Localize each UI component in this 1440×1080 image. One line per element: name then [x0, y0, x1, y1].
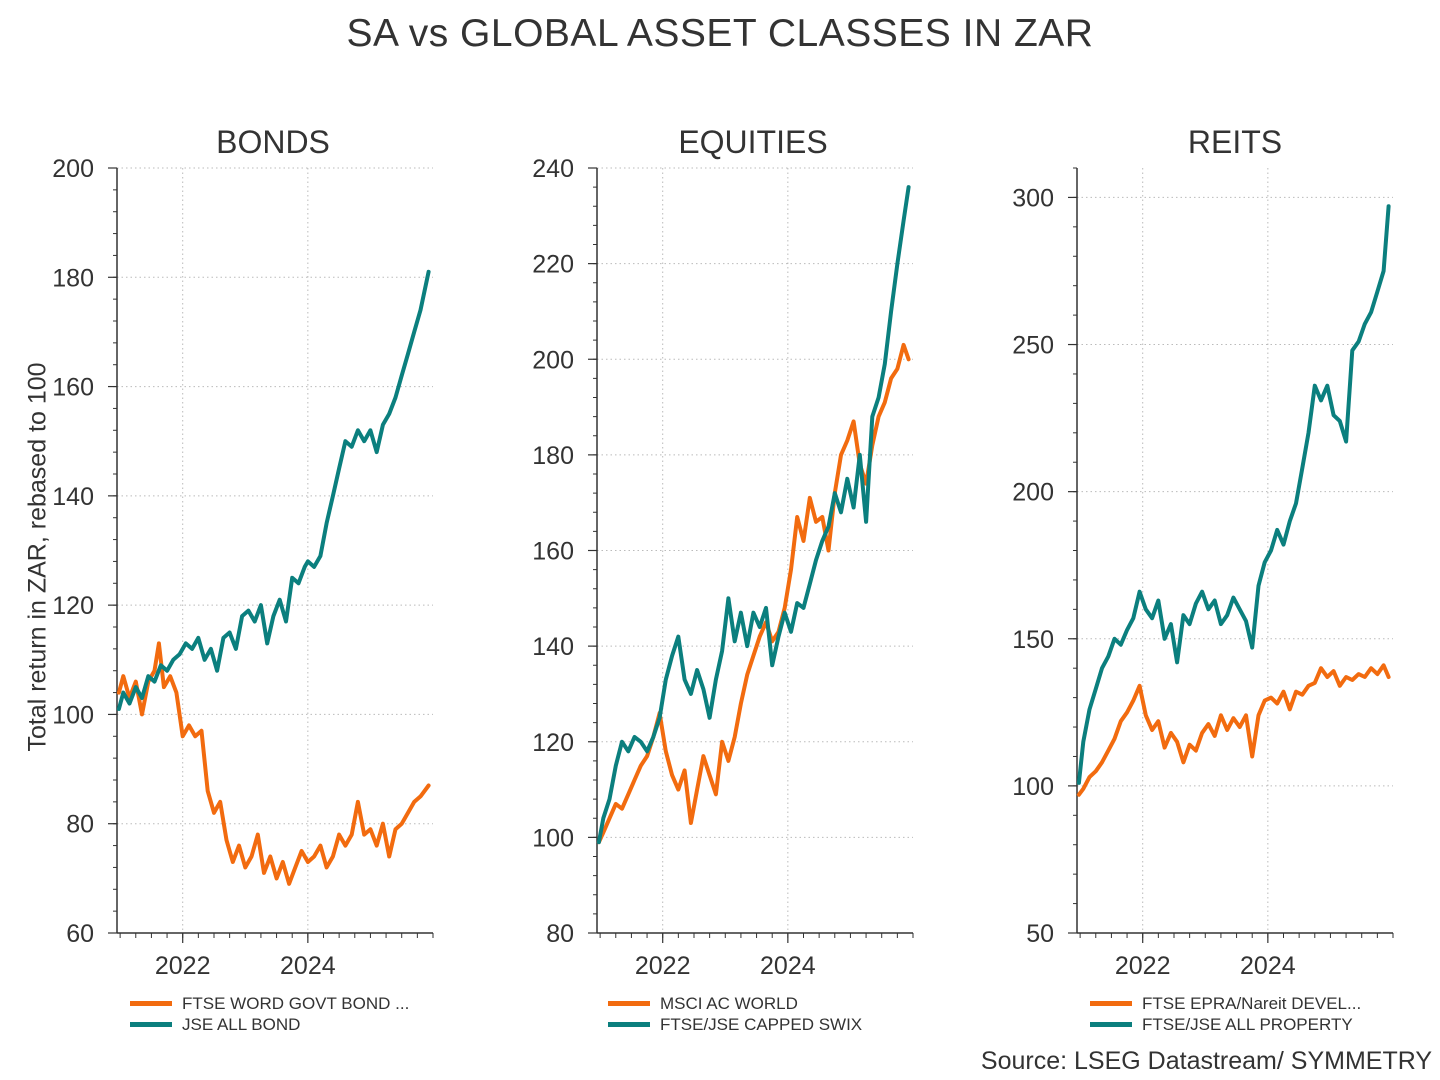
y-tick-label: 100 — [52, 701, 94, 729]
legend-swatch-teal — [130, 1022, 172, 1027]
series-line-teal — [1076, 204, 1391, 785]
legend-swatch-teal — [608, 1022, 650, 1027]
y-tick-label: 200 — [1012, 479, 1054, 507]
chart-title: SA vs GLOBAL ASSET CLASSES IN ZAR — [346, 12, 1094, 55]
legend-label: MSCI AC WORLD — [660, 994, 798, 1013]
y-tick-label: 160 — [532, 538, 574, 566]
legend-swatch-orange — [1090, 1001, 1132, 1006]
legend-label: FTSE EPRA/Nareit DEVEL... — [1142, 994, 1362, 1013]
y-tick-label: 120 — [52, 592, 94, 620]
x-tick-label: 2024 — [280, 952, 336, 980]
y-tick-label: 120 — [532, 729, 574, 757]
y-tick-label: 180 — [532, 442, 574, 470]
y-tick-label: 80 — [546, 920, 574, 948]
chart-panel-reits: REITS 50 100 150 200 250 300 2022 2024 — [1012, 124, 1394, 980]
y-tick-label: 140 — [532, 633, 574, 661]
series-line-orange — [1076, 663, 1391, 797]
legend-label: FTSE/JSE CAPPED SWIX — [660, 1015, 863, 1034]
y-tick-label: 220 — [532, 251, 574, 279]
series-line-teal — [596, 185, 911, 845]
legend-swatch-orange — [130, 1001, 172, 1006]
chart-panel-bonds: BONDS 60 80 100 120 140 160 180 200 2022 2024 — [52, 124, 434, 980]
source-note: Source: LSEG Datastream/ SYMMETRY — [980, 1047, 1432, 1075]
y-tick-label: 60 — [66, 920, 94, 948]
panel-title: REITS — [1188, 124, 1282, 160]
series-line-teal — [116, 269, 431, 711]
chart-panel-equities: EQUITIES 80 100 120 140 160 180 200 220 240 2022 20… — [532, 124, 914, 980]
y-tick-label: 240 — [532, 155, 574, 183]
x-tick-label: 2024 — [760, 952, 816, 980]
y-tick-label: 200 — [52, 155, 94, 183]
y-tick-label: 150 — [1012, 626, 1054, 654]
y-tick-label: 80 — [66, 811, 94, 839]
y-tick-label: 300 — [1012, 184, 1054, 212]
series-line-orange — [596, 342, 911, 845]
series-line-orange — [116, 641, 431, 886]
y-tick-label: 200 — [532, 346, 574, 374]
legend-swatch-teal — [1090, 1022, 1132, 1027]
y-tick-label: 100 — [532, 824, 574, 852]
x-tick-label: 2024 — [1240, 952, 1296, 980]
legend-label: FTSE/JSE ALL PROPERTY — [1142, 1015, 1353, 1034]
y-tick-label: 140 — [52, 483, 94, 511]
legend-swatch-orange — [608, 1001, 650, 1006]
legend-label: JSE ALL BOND — [182, 1015, 301, 1034]
x-tick-label: 2022 — [635, 952, 691, 980]
panel-title: BONDS — [216, 124, 330, 160]
legend-label: FTSE WORD GOVT BOND ... — [182, 994, 410, 1013]
y-tick-label: 160 — [52, 374, 94, 402]
y-tick-label: 50 — [1026, 920, 1054, 948]
y-tick-label: 100 — [1012, 773, 1054, 801]
x-tick-label: 2022 — [1115, 952, 1171, 980]
x-tick-label: 2022 — [155, 952, 211, 980]
panel-title: EQUITIES — [678, 124, 827, 160]
y-tick-label: 180 — [52, 264, 94, 292]
y-tick-label: 250 — [1012, 332, 1054, 360]
